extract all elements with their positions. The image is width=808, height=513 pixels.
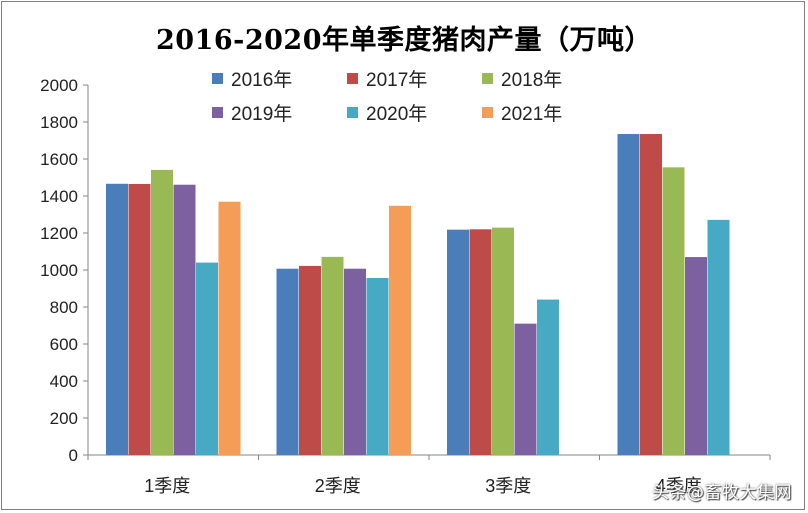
bar-2016年-4季度	[617, 134, 640, 455]
legend-item: 2018年	[482, 66, 617, 91]
legend-item: 2017年	[347, 66, 482, 91]
y-tick-label: 400	[50, 372, 78, 391]
legend-swatch	[212, 106, 223, 118]
bar-2019年-1季度	[173, 184, 196, 455]
watermark: 头条@畜牧大集网	[652, 483, 792, 503]
legend-item: 2016年	[212, 66, 347, 91]
bar-2017年-3季度	[469, 229, 492, 455]
y-tick-label: 200	[50, 409, 78, 428]
x-tick-label: 1季度	[144, 476, 190, 496]
y-tick-label: 1800	[40, 113, 78, 132]
y-tick-label: 800	[50, 298, 78, 317]
legend-swatch	[212, 72, 223, 84]
bar-2020年-4季度	[707, 219, 730, 455]
bar-2019年-3季度	[514, 323, 537, 455]
legend-label: 2018年	[501, 69, 563, 91]
x-tick-label: 4季度	[656, 476, 702, 496]
y-tick-label: 2000	[40, 76, 78, 95]
bar-2021年-2季度	[389, 205, 411, 455]
bar-2017年-1季度	[128, 183, 151, 455]
y-tick-label: 1200	[40, 224, 78, 243]
legend-label: 2020年	[366, 103, 428, 125]
bar-2021年-1季度	[218, 201, 241, 455]
y-tick-label: 1600	[40, 150, 78, 169]
bar-2020年-2季度	[366, 277, 389, 455]
y-tick-label: 1400	[40, 187, 78, 206]
legend-swatch	[347, 72, 358, 84]
bar-2018年-1季度	[151, 169, 173, 456]
bar-2020年-3季度	[537, 299, 559, 455]
x-tick-label: 3季度	[485, 476, 531, 496]
y-tick-label: 0	[69, 446, 78, 465]
legend-item: 2021年	[482, 100, 617, 125]
legend: 2016年 2017年 2018年 2019年 2020年 2021年	[212, 66, 612, 125]
legend-label: 2017年	[366, 69, 428, 91]
bar-2020年-1季度	[196, 262, 218, 455]
bar-2016年-3季度	[447, 229, 469, 455]
legend-swatch	[347, 106, 358, 118]
legend-swatch	[482, 72, 493, 84]
x-tick-label: 2季度	[315, 476, 361, 496]
chart-title: 2016-2020年单季度猪肉产量（万吨）	[156, 25, 652, 56]
bar-2016年-1季度	[106, 183, 128, 456]
bar-2016年-2季度	[276, 268, 299, 455]
bar-2018年-4季度	[662, 167, 685, 455]
legend-swatch	[482, 106, 493, 118]
bar-2017年-4季度	[640, 134, 662, 455]
y-tick-label: 600	[50, 335, 78, 354]
y-tick-label: 1000	[40, 261, 78, 280]
legend-label: 2019年	[231, 103, 293, 125]
legend-item: 2020年	[347, 100, 482, 125]
legend-label: 2016年	[231, 69, 293, 91]
bar-2019年-4季度	[685, 257, 707, 455]
legend-item: 2019年	[212, 100, 347, 125]
bar-2019年-2季度	[344, 268, 366, 455]
legend-label: 2021年	[501, 103, 563, 125]
bar-2018年-3季度	[492, 227, 514, 455]
bar-2018年-2季度	[321, 256, 344, 455]
bar-2017年-2季度	[299, 265, 321, 455]
